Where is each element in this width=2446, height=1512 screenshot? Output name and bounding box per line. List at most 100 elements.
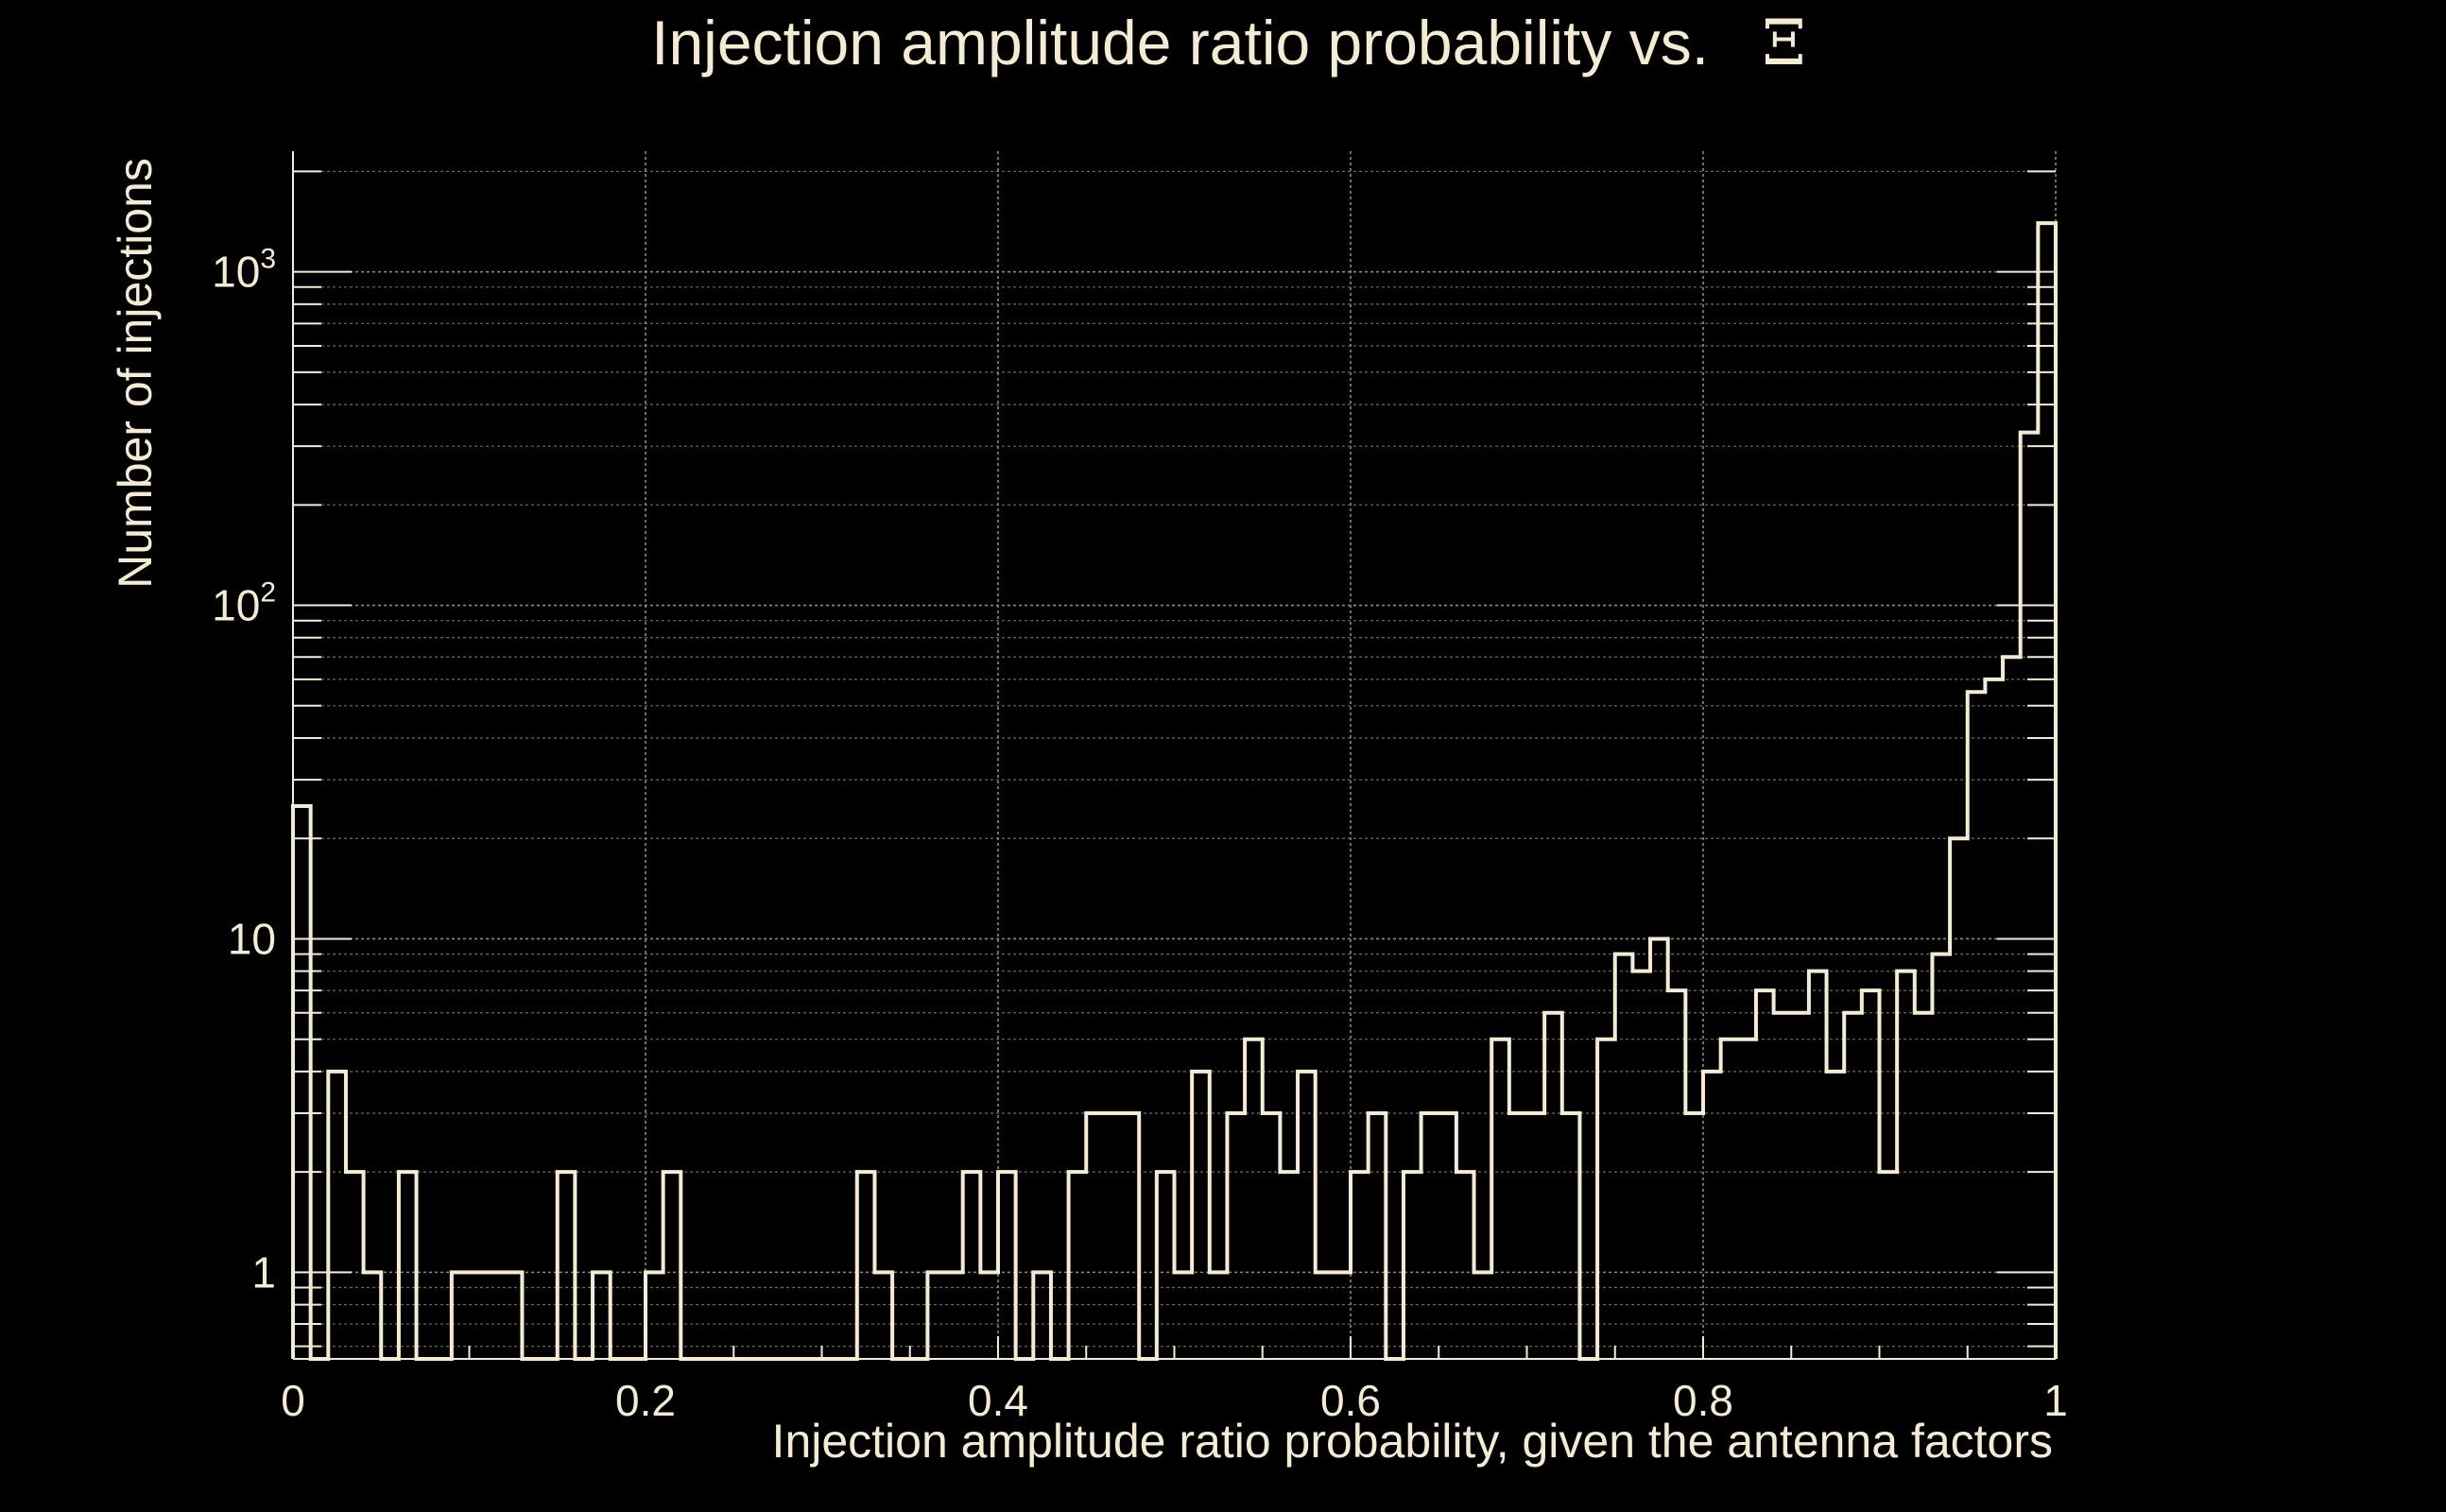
histogram-bin	[1544, 1013, 1562, 1359]
histogram-bin	[505, 1272, 523, 1359]
y-tick-label: 103	[212, 244, 276, 297]
histogram-bin	[1333, 1272, 1351, 1359]
histogram-bin	[1632, 971, 1650, 1359]
histogram-bin	[980, 1272, 998, 1359]
histogram-bin	[1175, 1272, 1193, 1359]
histogram-bin	[1897, 971, 1915, 1359]
histogram-bin	[1509, 1113, 1527, 1359]
histogram-bin	[1915, 1013, 1933, 1359]
histogram-bin	[593, 1272, 611, 1359]
histogram-bin	[1438, 1113, 1456, 1359]
histogram-bin	[1685, 1113, 1703, 1359]
histogram-bin	[293, 806, 311, 1359]
histogram-bin	[2021, 433, 2039, 1359]
histogram-bin	[1756, 990, 1774, 1359]
histogram-bin	[1122, 1113, 1140, 1359]
histogram-bin	[1263, 1113, 1281, 1359]
histogram-bin	[945, 1272, 963, 1359]
histogram-bin	[1774, 1013, 1792, 1359]
histogram-bin	[1404, 1172, 1421, 1359]
histogram-bin	[1527, 1113, 1545, 1359]
grid-lines	[292, 151, 2057, 1359]
histogram-bin	[452, 1272, 470, 1359]
histogram-bin	[1157, 1172, 1175, 1359]
histogram-bin	[1562, 1113, 1580, 1359]
x-tick-label: 0.8	[1673, 1376, 1733, 1425]
histogram-bin	[558, 1172, 576, 1359]
histogram-bin	[346, 1172, 364, 1359]
histogram-bin	[874, 1272, 892, 1359]
histogram-bin	[1245, 1040, 1263, 1359]
histogram-bin	[1703, 1072, 1721, 1359]
histogram-bin	[1721, 1040, 1739, 1359]
histogram-bin	[1932, 954, 1950, 1359]
y-tick-label: 102	[212, 577, 276, 630]
x-tick-label: 0.4	[968, 1376, 1028, 1425]
x-tick-label: 0.6	[1320, 1376, 1381, 1425]
histogram-bin	[1950, 838, 1968, 1359]
histogram-bin	[1880, 1172, 1898, 1359]
histogram-bin	[1615, 954, 1633, 1359]
histogram-bin	[1227, 1113, 1245, 1359]
histogram-bin	[1351, 1172, 1369, 1359]
histogram-bin	[1827, 1072, 1845, 1359]
x-tick-label: 0	[281, 1376, 305, 1425]
histogram-bin	[857, 1172, 875, 1359]
y-tick-exponent: 2	[260, 577, 276, 609]
chart-title-symbol: Ξ	[1762, 7, 1805, 79]
histogram-bin	[2038, 223, 2056, 1359]
histogram-bin	[1491, 1040, 1509, 1359]
x-tick-labels: 0 0.2 0.4 0.6 0.8 1	[281, 1376, 2068, 1425]
histogram-bin	[364, 1272, 382, 1359]
histogram-bin	[1968, 692, 1986, 1359]
chart-title-text: Injection amplitude ratio probability vs…	[651, 8, 1709, 77]
histogram-bin	[1069, 1172, 1087, 1359]
histogram-bin	[1668, 990, 1686, 1359]
histogram-bin	[2003, 657, 2021, 1359]
histogram-bin	[470, 1272, 488, 1359]
histogram-bin	[1809, 971, 1827, 1359]
histogram-bin	[1791, 1013, 1809, 1359]
x-tick-label: 0.2	[615, 1376, 676, 1425]
x-axis-label: Injection amplitude ratio probability, g…	[772, 1415, 2053, 1468]
histogram-series	[291, 221, 2058, 1361]
histogram-bin	[1369, 1113, 1387, 1359]
histogram-bin	[399, 1172, 417, 1359]
histogram-bin	[1738, 1040, 1756, 1359]
y-tick-base: 10	[228, 914, 276, 963]
histogram-bin	[963, 1172, 981, 1359]
histogram-outline	[291, 221, 2058, 1361]
histogram-bin	[998, 1172, 1016, 1359]
histogram-bin	[1650, 938, 1668, 1359]
y-tick-base: 10	[212, 581, 260, 630]
histogram-bin	[1086, 1113, 1104, 1359]
histogram-bin	[1474, 1272, 1492, 1359]
histogram-bin	[927, 1272, 945, 1359]
histogram-bin	[1985, 679, 2003, 1359]
histogram-bin	[1280, 1172, 1298, 1359]
histogram-bin	[1192, 1072, 1210, 1359]
histogram-bin	[646, 1272, 663, 1359]
histogram-bin	[1033, 1272, 1051, 1359]
histogram-bin	[487, 1272, 505, 1359]
histogram-bin	[1104, 1113, 1122, 1359]
y-tick-exponent: 3	[260, 244, 276, 275]
x-tick-label: 1	[2043, 1376, 2068, 1425]
y-tick-base: 1	[251, 1247, 276, 1297]
y-tick-label: 1	[251, 1247, 276, 1297]
y-tick-base: 10	[212, 248, 260, 297]
histogram-bin	[1597, 1040, 1615, 1359]
y-tick-label: 10	[228, 914, 276, 963]
histogram-bin	[328, 1072, 346, 1359]
y-axis-label: Number of injections	[109, 158, 162, 589]
histogram-bin	[1316, 1272, 1334, 1359]
histogram-bin	[1844, 1013, 1862, 1359]
histogram-bin	[1456, 1172, 1474, 1359]
histogram-bin	[1210, 1272, 1228, 1359]
histogram-bin	[1421, 1113, 1439, 1359]
histogram-bin	[1298, 1072, 1316, 1359]
histogram-bin	[663, 1172, 681, 1359]
histogram-bin	[1862, 990, 1880, 1359]
